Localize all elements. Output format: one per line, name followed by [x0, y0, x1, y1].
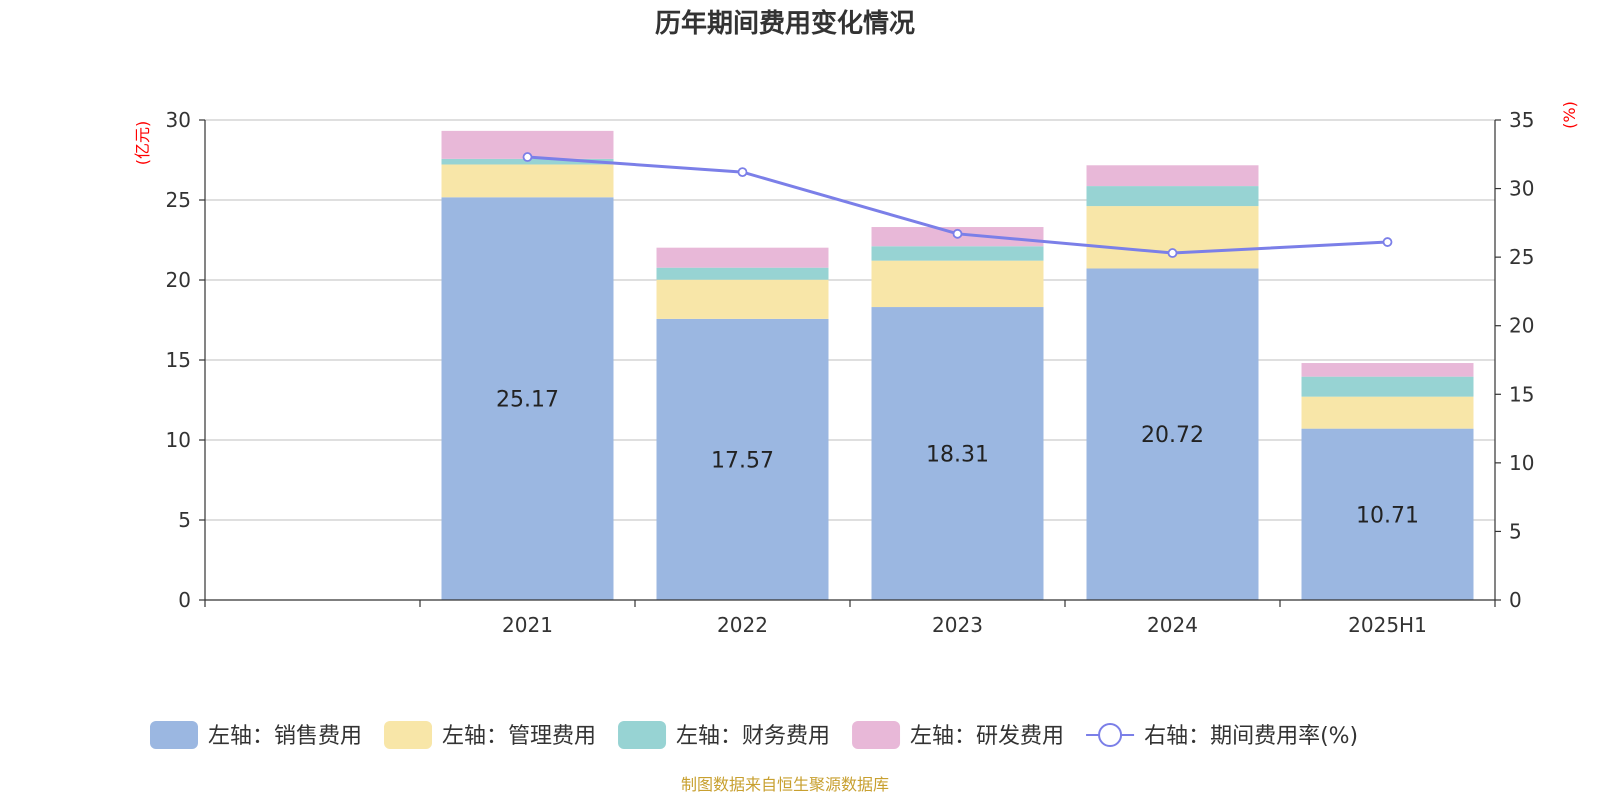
- left-axis-unit: (亿元): [133, 121, 152, 166]
- legend-label: 左轴：研发费用: [910, 724, 1064, 749]
- bar-segment[interactable]: [656, 279, 829, 319]
- right-tick-label: 5: [1509, 519, 1522, 543]
- legend-label: 左轴：销售费用: [208, 724, 362, 749]
- left-tick-label: 30: [166, 108, 191, 132]
- right-tick-label: 20: [1509, 314, 1534, 338]
- legend-item[interactable]: 左轴：管理费用: [384, 721, 596, 749]
- bar-value-label: 25.17: [496, 388, 559, 413]
- bars: [441, 130, 1474, 600]
- bar-segment[interactable]: [1086, 186, 1259, 207]
- bar-value-label: 18.31: [926, 443, 989, 468]
- x-tick-label: 2024: [1147, 613, 1198, 637]
- legend-swatch: [384, 721, 433, 749]
- legend-circle-symbol: [1098, 723, 1123, 747]
- bar-segment[interactable]: [441, 164, 614, 198]
- right-tick-label: 35: [1509, 108, 1534, 132]
- chart-title: 历年期间费用变化情况: [655, 8, 915, 39]
- axes: 0 5 10 15 20 25 30 0 5 10 15 20 25 30 35 2021 2022 2023 20…: [166, 108, 1535, 637]
- left-tick-label: 5: [178, 508, 191, 532]
- bar-segment[interactable]: [1301, 396, 1474, 429]
- x-tick-label: 2025H1: [1348, 613, 1427, 637]
- right-tick-label: 10: [1509, 451, 1534, 475]
- left-tick-label: 25: [166, 188, 191, 212]
- bar-segment[interactable]: [1086, 206, 1259, 269]
- bar-segment[interactable]: [656, 267, 829, 280]
- rate-point[interactable]: [1167, 248, 1178, 258]
- right-axis-unit: (%): [1560, 101, 1579, 129]
- bar-segment[interactable]: [1301, 428, 1474, 600]
- bar-segment[interactable]: [656, 318, 829, 600]
- legend-item[interactable]: 右轴：期间费用率(%): [1086, 723, 1358, 749]
- right-tick-label: 15: [1509, 382, 1534, 406]
- bar-segment[interactable]: [871, 307, 1044, 600]
- legend-label: 左轴：财务费用: [676, 724, 830, 749]
- bar-segment[interactable]: [1086, 165, 1259, 187]
- bar-segment[interactable]: [656, 247, 829, 268]
- right-tick-label: 30: [1509, 177, 1534, 201]
- bar-segment[interactable]: [1301, 363, 1474, 377]
- x-tick-label: 2023: [932, 613, 983, 637]
- bar-segment[interactable]: [1086, 268, 1259, 600]
- x-tick-label: 2021: [502, 613, 553, 637]
- bar-segment[interactable]: [1301, 376, 1474, 397]
- left-tick-label: 20: [166, 268, 191, 292]
- legend[interactable]: 左轴：销售费用 左轴：管理费用 左轴：财务费用 左轴：研发费用 右轴：期间费用率(%): [150, 721, 1358, 749]
- legend-label: 右轴：期间费用率(%): [1144, 724, 1358, 749]
- legend-swatch: [852, 721, 901, 749]
- source-note: 制图数据来自恒生聚源数据库: [681, 775, 889, 794]
- left-tick-label: 15: [166, 348, 191, 372]
- bar-segment[interactable]: [441, 197, 614, 600]
- rate-point[interactable]: [737, 167, 748, 178]
- rate-point[interactable]: [522, 152, 533, 162]
- legend-label: 左轴：管理费用: [442, 724, 596, 749]
- legend-item[interactable]: 左轴：研发费用: [852, 721, 1064, 749]
- bar-segment[interactable]: [871, 246, 1044, 261]
- bar-value-label: 20.72: [1141, 423, 1204, 448]
- right-tick-label: 25: [1509, 245, 1534, 269]
- bar-segment[interactable]: [871, 260, 1044, 308]
- bar-labels: 25.17 17.57 18.31 20.72 10.71: [496, 388, 1419, 529]
- gridlines: [205, 119, 1495, 521]
- rate-point[interactable]: [952, 228, 963, 239]
- left-tick-label: 10: [166, 428, 191, 452]
- x-tick-label: 2022: [717, 613, 768, 637]
- rate-point[interactable]: [1382, 237, 1393, 247]
- bar-value-label: 10.71: [1356, 503, 1419, 528]
- legend-item[interactable]: 左轴：销售费用: [150, 721, 362, 749]
- bar-value-label: 17.57: [711, 448, 774, 473]
- legend-swatch: [150, 721, 198, 749]
- legend-item[interactable]: 左轴：财务费用: [618, 721, 830, 749]
- right-tick-label: 0: [1509, 588, 1522, 612]
- rate-line: [522, 152, 1393, 258]
- left-tick-label: 0: [178, 588, 191, 612]
- legend-swatch: [618, 721, 667, 749]
